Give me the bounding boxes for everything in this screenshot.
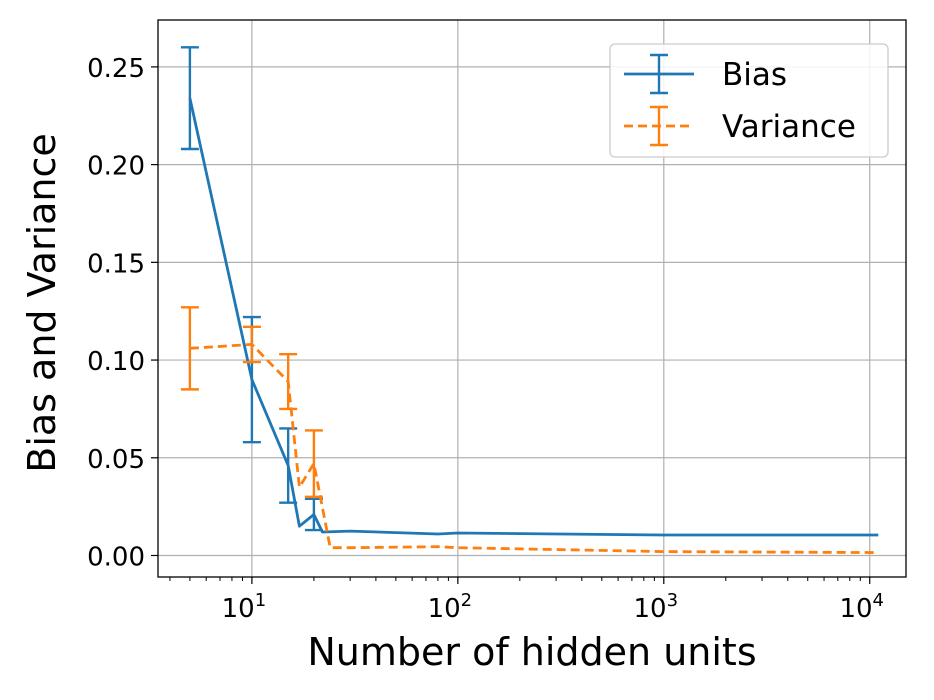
legend-bias-label: Bias — [722, 57, 787, 93]
y-tick-label: 0.00 — [87, 543, 145, 573]
x-tick-label: 103 — [634, 590, 679, 624]
y-tick-label: 0.10 — [87, 347, 145, 377]
x-axis-label: Number of hidden units — [307, 630, 756, 674]
y-tick-label: 0.25 — [87, 54, 145, 84]
plot-frame — [157, 19, 907, 578]
series-variance — [180, 306, 879, 554]
y-axis-label: Bias and Variance — [20, 133, 64, 473]
legend-box — [609, 43, 889, 158]
axis-ticks: 0.00 0.05 0.10 0.15 0.20 0.25 101 102 103 104 — [87, 54, 884, 624]
bias-line — [188, 97, 879, 537]
x-tick-label: 104 — [839, 590, 884, 624]
series-layer — [180, 46, 879, 554]
y-tick-label: 0.20 — [87, 152, 145, 182]
x-tick-label: 101 — [222, 590, 267, 624]
x-tick-label: 102 — [428, 590, 473, 624]
legend-variance-label: Variance — [722, 109, 856, 145]
y-tick-label: 0.05 — [87, 445, 145, 475]
y-tick-label: 0.15 — [87, 249, 145, 279]
legend: Bias Variance — [609, 43, 889, 158]
